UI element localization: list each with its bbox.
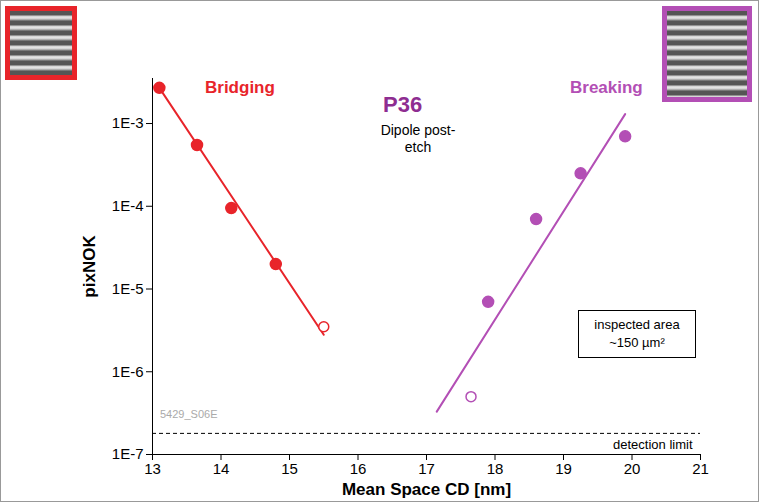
svg-text:1E-7: 1E-7 [112, 445, 144, 462]
html-text:Breaking: Breaking [570, 78, 643, 97]
svg-text:Mean Space CD [nm]: Mean Space CD [nm] [342, 480, 511, 499]
svg-text:detection limit: detection limit [613, 437, 693, 452]
svg-text:16: 16 [350, 460, 367, 477]
svg-text:1E-4: 1E-4 [112, 197, 144, 214]
html-text:inspected area ~150 µm²: inspected area ~150 µm² [594, 317, 680, 350]
html-text:Dipole post-etch: Dipole post-etch [380, 122, 456, 155]
svg-text:18: 18 [487, 460, 504, 477]
html-text:5429_S06E: 5429_S06E [160, 408, 218, 420]
svg-text:14: 14 [213, 460, 230, 477]
svg-text:15: 15 [281, 460, 298, 477]
html-text:P36: P36 [383, 92, 423, 117]
svg-text:pixNOK: pixNOK [80, 235, 99, 298]
svg-text:21: 21 [692, 460, 709, 477]
html-text:Bridging: Bridging [205, 78, 275, 97]
svg-text:1E-3: 1E-3 [112, 114, 144, 131]
svg-text:13: 13 [144, 460, 161, 477]
svg-text:17: 17 [418, 460, 435, 477]
svg-text:1E-5: 1E-5 [112, 280, 144, 297]
svg-text:20: 20 [624, 460, 641, 477]
svg-text:19: 19 [555, 460, 572, 477]
svg-text:1E-6: 1E-6 [112, 363, 144, 380]
